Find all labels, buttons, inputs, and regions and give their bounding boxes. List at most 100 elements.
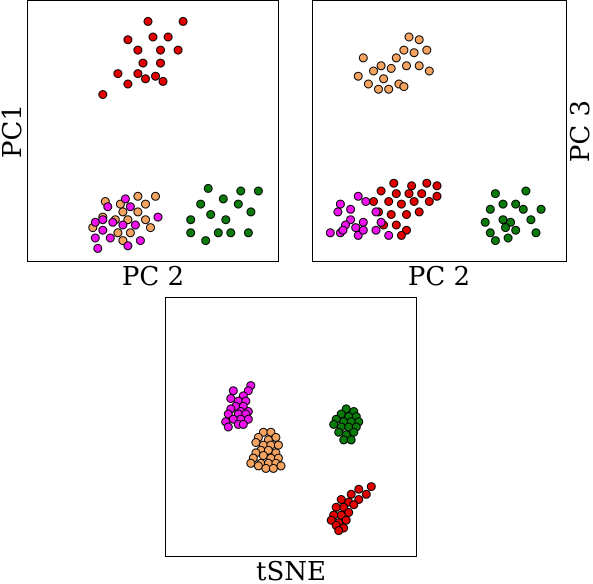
orange-point [277, 462, 285, 470]
x-axis-title-1: PC 2 [122, 262, 184, 292]
plot-tsne: tSNE [166, 298, 417, 584]
magenta-point [104, 203, 112, 211]
green-point [330, 420, 338, 428]
magenta-point [91, 218, 99, 226]
red-point [397, 231, 405, 239]
red-point [418, 190, 426, 198]
red-point [157, 59, 165, 67]
magenta-point [385, 231, 393, 239]
orange-point [274, 441, 282, 449]
green-point [527, 216, 535, 224]
red-point [174, 46, 182, 54]
orange-point [269, 464, 277, 472]
magenta-point [352, 224, 360, 232]
green-point [254, 187, 262, 195]
green-point [187, 229, 195, 237]
magenta-point [372, 226, 380, 234]
magenta-point [99, 216, 107, 224]
magenta-point [354, 192, 362, 200]
red-point [134, 70, 142, 78]
magenta-point [91, 234, 99, 242]
red-point [425, 198, 433, 206]
red-point [390, 179, 398, 187]
red-point [410, 198, 418, 206]
orange-point [370, 67, 378, 75]
red-point [124, 80, 132, 88]
magenta-point [359, 218, 367, 226]
red-point [157, 46, 165, 54]
plot-pc3-vs-pc2: PC 2 PC 3 [313, 1, 593, 293]
magenta-point [339, 226, 347, 234]
orange-point [152, 192, 160, 200]
red-point [152, 72, 160, 80]
green-point [247, 208, 255, 216]
red-point [377, 187, 385, 195]
orange-point [247, 459, 255, 467]
green-point [207, 211, 215, 219]
orange-point [375, 85, 383, 93]
plot-frame-3 [166, 298, 417, 557]
green-point [204, 184, 212, 192]
red-point [392, 190, 400, 198]
red-point [335, 527, 343, 535]
green-point [219, 195, 227, 203]
magenta-point [224, 423, 232, 431]
green-point [214, 229, 222, 237]
orange-point [259, 452, 267, 460]
orange-point [400, 46, 408, 54]
green-point [222, 216, 230, 224]
magenta-point [377, 218, 385, 226]
orange-point [364, 80, 372, 88]
red-point [367, 483, 375, 491]
orange-point [142, 200, 150, 208]
orange-point [385, 85, 393, 93]
magenta-point [109, 218, 117, 226]
green-point [347, 436, 355, 444]
orange-point [147, 224, 155, 232]
orange-point [415, 36, 423, 44]
red-point [362, 490, 370, 498]
red-point [134, 46, 142, 54]
green-point [512, 226, 520, 234]
orange-point [126, 229, 134, 237]
red-point [397, 200, 405, 208]
red-point [332, 503, 340, 511]
red-point [423, 179, 431, 187]
orange-point [354, 72, 362, 80]
orange-point [425, 67, 433, 75]
magenta-point [119, 221, 127, 229]
magenta-point [239, 420, 247, 428]
orange-point [272, 433, 280, 441]
x-axis-title-2: PC 2 [408, 262, 470, 292]
red-point [433, 192, 441, 200]
green-point [499, 216, 507, 224]
y-axis-title-2: PC 3 [566, 100, 593, 162]
red-point [159, 77, 167, 85]
red-point [433, 182, 441, 190]
red-point [392, 221, 400, 229]
red-point [370, 198, 378, 206]
magenta-point [121, 195, 129, 203]
green-point [522, 187, 530, 195]
orange-point [359, 54, 367, 62]
red-point [124, 36, 132, 44]
red-point [415, 208, 423, 216]
magenta-point [126, 203, 134, 211]
orange-point [405, 33, 413, 41]
orange-point [142, 216, 150, 224]
orange-point [400, 83, 408, 91]
green-point [202, 237, 210, 245]
orange-point [134, 192, 142, 200]
green-point [187, 216, 195, 224]
orange-point [262, 464, 270, 472]
orange-point [134, 208, 142, 216]
green-point [491, 190, 499, 198]
orange-point [403, 62, 411, 70]
green-point [234, 200, 242, 208]
red-point [149, 33, 157, 41]
red-point [342, 516, 350, 524]
red-point [142, 75, 150, 83]
green-point [519, 205, 527, 213]
magenta-point [136, 237, 144, 245]
